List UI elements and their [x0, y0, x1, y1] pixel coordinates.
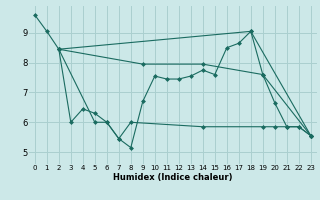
X-axis label: Humidex (Indice chaleur): Humidex (Indice chaleur): [113, 173, 233, 182]
